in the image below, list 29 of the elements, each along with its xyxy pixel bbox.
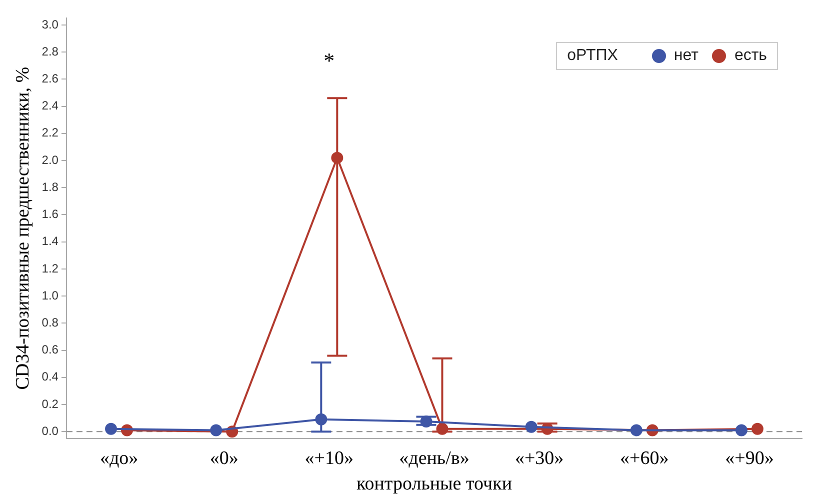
annotation: * <box>324 48 335 73</box>
y-tick-label: 2.0 <box>42 152 59 167</box>
y-tick-label: 1.4 <box>42 234 59 248</box>
y-tick-label: 3.0 <box>42 17 59 32</box>
y-tick-label: 0.0 <box>42 424 59 438</box>
y-tick-label: 1.6 <box>42 207 59 222</box>
x-tick-label: «+10» <box>304 448 354 469</box>
y-tick-label: 2.8 <box>42 44 59 58</box>
x-tick-label: «день/в» <box>399 448 470 469</box>
legend-title: оРТПХ <box>567 47 618 65</box>
x-tick-label: «+60» <box>620 448 669 469</box>
x-axis-title: контрольные точки <box>356 474 512 495</box>
x-tick-label: «0» <box>210 448 238 469</box>
y-tick-label: 2.2 <box>42 126 59 140</box>
y-tick-label: 1.8 <box>42 180 59 194</box>
y-tick-label: 0.8 <box>42 315 59 330</box>
x-tick-label: «+90» <box>725 448 774 469</box>
x-tick-label: «до» <box>100 448 138 469</box>
y-tick-label: 2.4 <box>42 98 59 113</box>
x-tick-label: «+30» <box>514 448 564 469</box>
y-axis-title: CD34-позитивные предшественники, % <box>12 66 34 390</box>
y-tick-label: 0.4 <box>42 370 59 384</box>
y-tick-label: 1.0 <box>42 288 59 302</box>
y-tick-label: 2.6 <box>42 72 59 86</box>
y-tick-label: 0.2 <box>42 396 59 411</box>
legend-label: нет <box>674 47 698 65</box>
legend-label: есть <box>734 47 767 65</box>
y-tick-label: 0.6 <box>42 342 59 357</box>
y-tick-label: 1.2 <box>42 261 59 276</box>
